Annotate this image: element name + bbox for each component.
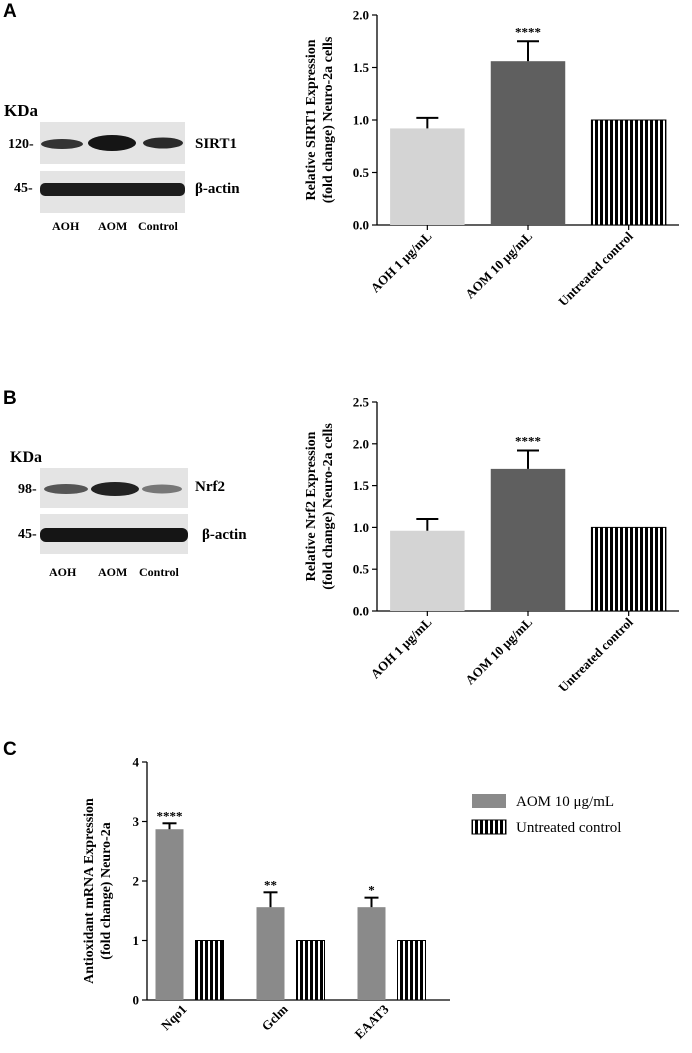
significance-label: ****: [157, 808, 183, 823]
marker-label: 45-: [14, 181, 33, 196]
significance-label: ****: [515, 433, 541, 448]
y-axis-title-line2: (fold change) Neuro-2a: [99, 822, 114, 959]
bar: [590, 119, 667, 226]
y-tick-label: 0: [133, 993, 140, 1008]
y-tick-label: 0.5: [353, 562, 370, 577]
protein-label: SIRT1: [195, 136, 237, 152]
y-tick-label: 2.0: [353, 436, 369, 451]
western-blot-b: KDa 98- Nrf2 45- β-actin AOH AOM Control: [10, 449, 247, 579]
y-tick-label: 4: [133, 755, 140, 770]
bar: [397, 940, 426, 1001]
bar-chart-nrf2: 0.0 0.5 1.0 1.5 2.0 2.5 AOH 1 μg/mL **** AOM 10 …: [304, 395, 679, 695]
western-blot-a: KDa 120- SIRT1 45- β-actin AOH AOM Contr…: [4, 101, 240, 233]
band-actin-b: [40, 528, 188, 542]
x-tick-label: Untreated control: [555, 614, 636, 695]
x-tick-label: Untreated control: [555, 228, 636, 309]
panel-letter-b: B: [3, 388, 17, 409]
protein-label: β-actin: [202, 527, 247, 543]
panel-letter-a: A: [3, 1, 17, 22]
x-tick-label: AOH 1 μg/mL: [368, 614, 435, 681]
y-axis-title-line2: (fold change) Neuro-2a cells: [321, 36, 336, 203]
lane-label: AOH: [52, 219, 80, 233]
bar: [590, 526, 667, 612]
y-axis-title-line1: Antioxidant mRNA Expression: [82, 798, 97, 984]
band-sirt1-aom: [88, 135, 136, 151]
significance-label: *: [368, 883, 375, 898]
y-axis-title-line1: Relative Nrf2 Expression: [304, 431, 319, 581]
y-tick-label: 2: [133, 874, 140, 889]
x-tick-label: AOH 1 μg/mL: [368, 228, 435, 295]
marker-label: 120-: [8, 137, 34, 152]
y-tick-label: 2.5: [353, 395, 370, 410]
band-sirt1-aoh: [41, 139, 83, 149]
y-tick-label: 1.5: [353, 60, 370, 75]
protein-label: β-actin: [195, 181, 240, 197]
bar: [256, 907, 285, 1000]
x-tick-label: AOM 10 μg/mL: [462, 228, 535, 301]
kda-label-b: KDa: [10, 449, 42, 466]
protein-label: Nrf2: [195, 479, 225, 495]
legend-swatch: [472, 794, 506, 808]
marker-label: 45-: [18, 527, 37, 542]
y-tick-label: 0.0: [353, 218, 369, 233]
marker-label: 98-: [18, 482, 37, 497]
bar: [490, 61, 566, 226]
y-tick-label: 3: [133, 814, 140, 829]
legend-swatch: [471, 819, 507, 835]
bar: [490, 468, 566, 611]
y-tick-label: 1.0: [353, 113, 369, 128]
bar: [296, 940, 325, 1001]
lane-label: AOM: [98, 219, 127, 233]
y-tick-label: 0.0: [353, 604, 369, 619]
bar-chart-antioxidant-mrna: 0 1 2 3 4 **** Nqo1 ** Gclm * EAAT3 Antioxidant mRN…: [82, 755, 621, 1042]
x-tick-label: Nqo1: [158, 1002, 190, 1034]
lane-label: Control: [139, 565, 179, 579]
legend-label: AOM 10 μg/mL: [516, 794, 614, 810]
y-axis-title-line2: (fold change) Neuro-2a cells: [321, 423, 336, 590]
x-tick-label: EAAT3: [352, 1001, 392, 1041]
x-tick-label: AOM 10 μg/mL: [462, 614, 535, 687]
lane-label: Control: [138, 219, 178, 233]
y-tick-label: 0.5: [353, 165, 370, 180]
bar: [390, 530, 465, 611]
bar-chart-sirt1: 0.0 0.5 1.0 1.5 2.0 AOH 1 μg/mL **** AOM 10 μg/…: [304, 8, 679, 309]
y-axis-title-line1: Relative SIRT1 Expression: [304, 39, 319, 200]
y-tick-label: 1.5: [353, 478, 370, 493]
x-tick-label: Gclm: [259, 1001, 291, 1033]
panel-letter-c: C: [3, 739, 17, 760]
legend-label: Untreated control: [516, 820, 621, 836]
lane-label: AOH: [49, 565, 77, 579]
band-nrf2-aoh: [44, 484, 88, 494]
lane-label: AOM: [98, 565, 127, 579]
bar: [390, 128, 465, 225]
bar: [155, 829, 184, 1000]
band-actin-a: [40, 183, 185, 196]
band-nrf2-aom: [91, 482, 139, 496]
significance-label: **: [264, 877, 277, 892]
band-nrf2-control: [142, 484, 182, 494]
bar: [195, 940, 224, 1001]
y-tick-label: 1: [133, 933, 140, 948]
band-sirt1-control: [143, 137, 183, 149]
bar: [357, 907, 386, 1000]
kda-label-a: KDa: [4, 101, 39, 120]
y-tick-label: 1.0: [353, 520, 369, 535]
significance-label: ****: [515, 24, 541, 39]
y-tick-label: 2.0: [353, 8, 369, 23]
